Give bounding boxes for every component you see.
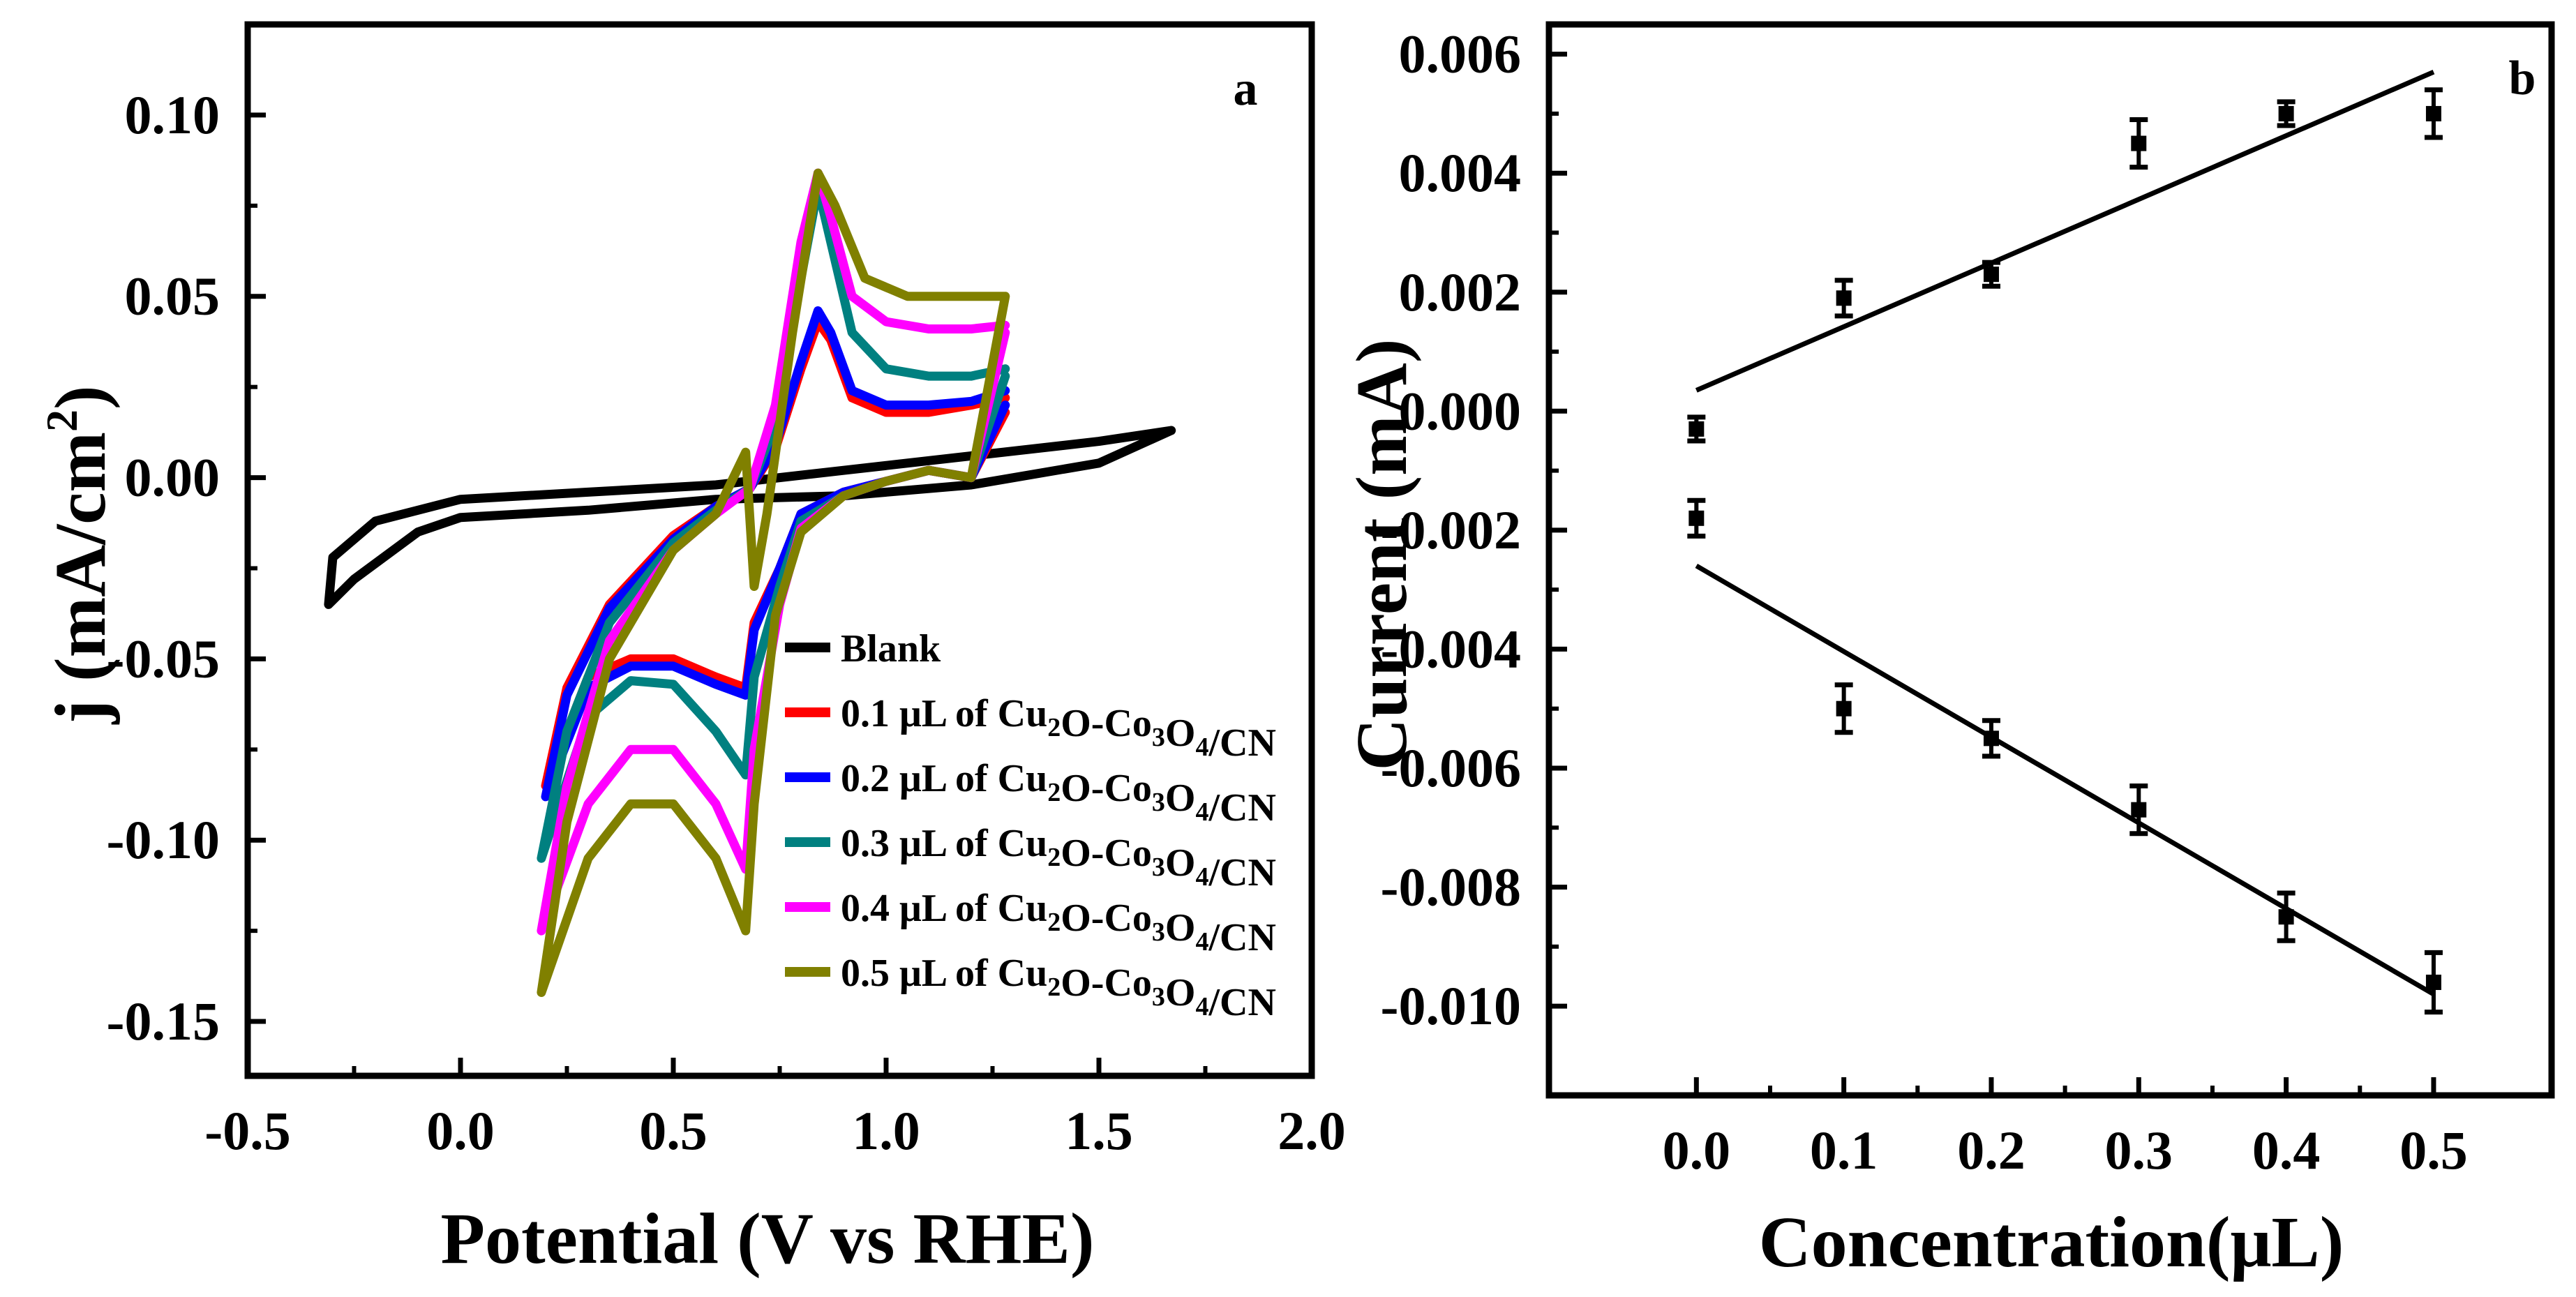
panel-a-xtick-label: 0.0 <box>426 1100 495 1161</box>
panel-a-ylabel-close: ) <box>40 385 121 410</box>
panel-a-ytick-label: -0.15 <box>107 991 220 1051</box>
panel-a-legend-label: 0.4 μL of Cu2O-Co3O4/CN <box>841 887 1276 959</box>
panel-a-xtick-label: 0.5 <box>639 1100 707 1161</box>
panel-b-data-point <box>2278 909 2294 925</box>
panel-b-data-point <box>1688 421 1705 437</box>
panel-b-xtick-label: 0.4 <box>2252 1120 2321 1180</box>
panel-b-ytick-label: 0.002 <box>1399 262 1522 322</box>
panel-a-legend-label: 0.3 μL of Cu2O-Co3O4/CN <box>841 822 1276 894</box>
panel-a-legend: Blank 0.1 μL of Cu2O-Co3O4/CN0.2 μL of Cu… <box>785 627 1276 1024</box>
panel-a-xtick-label: 1.5 <box>1065 1100 1133 1161</box>
panel-b-plot-frame <box>1545 21 2555 1099</box>
panel-b-data-point <box>2425 105 2441 121</box>
panel-b-ytick-label: -0.008 <box>1381 857 1521 917</box>
panel-a-xtick-label: 1.0 <box>852 1100 920 1161</box>
panel-b-ytick-label: 0.004 <box>1399 142 1522 203</box>
panel-b-ytick-label: -0.004 <box>1381 618 1521 679</box>
panel-a-series-line <box>537 168 1010 936</box>
panel-b-ytick-label: -0.002 <box>1381 500 1521 560</box>
panel-a-ytick-label: -0.10 <box>107 809 220 870</box>
panel-b-data-point <box>2131 135 2147 151</box>
panel-b-data-point <box>2278 105 2294 121</box>
panel-b-fit-line <box>1695 70 2435 393</box>
panel-a-cv-plot: -0.5 0.0 0.5 1.0 1.5 2.0 0.10 0.05 0.00 -0.05 -0.1… <box>37 21 1346 1279</box>
panel-a-ylabel: j (mA/cm2) <box>37 385 121 724</box>
panel-b-ylabel: Current (mA) <box>1342 338 1422 770</box>
panel-b-fit-line <box>1695 564 2435 997</box>
panel-b-data-point <box>1688 510 1705 526</box>
panel-a-ytick-label: 0.05 <box>125 266 220 327</box>
panel-a-ylabel-main: j (mA/cm <box>40 432 121 725</box>
panel-b-ytick-label: -0.006 <box>1381 737 1521 798</box>
panel-b-xlabel: Concentration(μL) <box>1759 1202 2344 1282</box>
panel-a-ylabel-sup: 2 <box>37 410 87 432</box>
panel-b-data-point <box>1836 290 1852 306</box>
panel-b-xtick-label: 0.2 <box>1957 1120 2025 1180</box>
panel-a-series-line <box>541 306 1010 802</box>
panel-b-data-point <box>1983 730 1999 747</box>
panel-b-data-point <box>2425 974 2441 990</box>
panel-a-legend-label: Blank <box>841 627 941 670</box>
panel-a-xtick-label: 2.0 <box>1278 1100 1346 1161</box>
panel-b-axis-ticks: 0.0 0.1 0.2 0.3 0.4 0.5 0.006 0.004 0.002 0.000 -0… <box>1381 24 2468 1180</box>
panel-a-series-group <box>324 168 1176 997</box>
panel-a-axis-ticks: -0.5 0.0 0.5 1.0 1.5 2.0 0.10 0.05 0.00 -0.05 -0.1… <box>107 84 1346 1161</box>
panel-b-xtick-label: 0.3 <box>2105 1120 2173 1180</box>
panel-a-ytick-label: 0.00 <box>125 447 220 508</box>
panel-b-data-point <box>2131 802 2147 818</box>
panel-a-ytick-label: 0.10 <box>125 84 220 145</box>
panel-b-xtick-label: 0.0 <box>1663 1120 1731 1180</box>
panel-a-legend-label: 0.5 μL of Cu2O-Co3O4/CN <box>841 952 1276 1024</box>
panel-a-tag: a <box>1234 62 1258 116</box>
panel-b-fit-lines <box>1695 70 2435 997</box>
panel-b-data-point <box>1983 267 1999 283</box>
panel-b-data-point <box>1836 700 1852 717</box>
panel-a-legend-label: 0.2 μL of Cu2O-Co3O4/CN <box>841 757 1276 830</box>
panel-a-series-line <box>537 168 1010 997</box>
panel-a-xtick-label: -0.5 <box>204 1100 290 1161</box>
panel-b-data-points <box>1687 87 2443 1015</box>
panel-b-xtick-label: 0.5 <box>2399 1120 2468 1180</box>
panel-b-calibration-plot: 0.0 0.1 0.2 0.3 0.4 0.5 0.006 0.004 0.002 0.000 -0… <box>1342 21 2555 1282</box>
panel-b-tag: b <box>2509 52 2536 105</box>
panel-b-xtick-label: 0.1 <box>1810 1120 1878 1180</box>
panel-b-ytick-label: 0.006 <box>1399 24 1522 84</box>
panel-b-ytick-label: 0.000 <box>1399 380 1522 441</box>
panel-b-ytick-label: -0.010 <box>1381 975 1521 1036</box>
panel-a-xlabel: Potential (V vs RHE) <box>441 1199 1095 1279</box>
panel-a-legend-label: 0.1 μL of Cu2O-Co3O4/CN <box>841 692 1276 765</box>
panel-a-ytick-label: -0.05 <box>107 628 220 689</box>
